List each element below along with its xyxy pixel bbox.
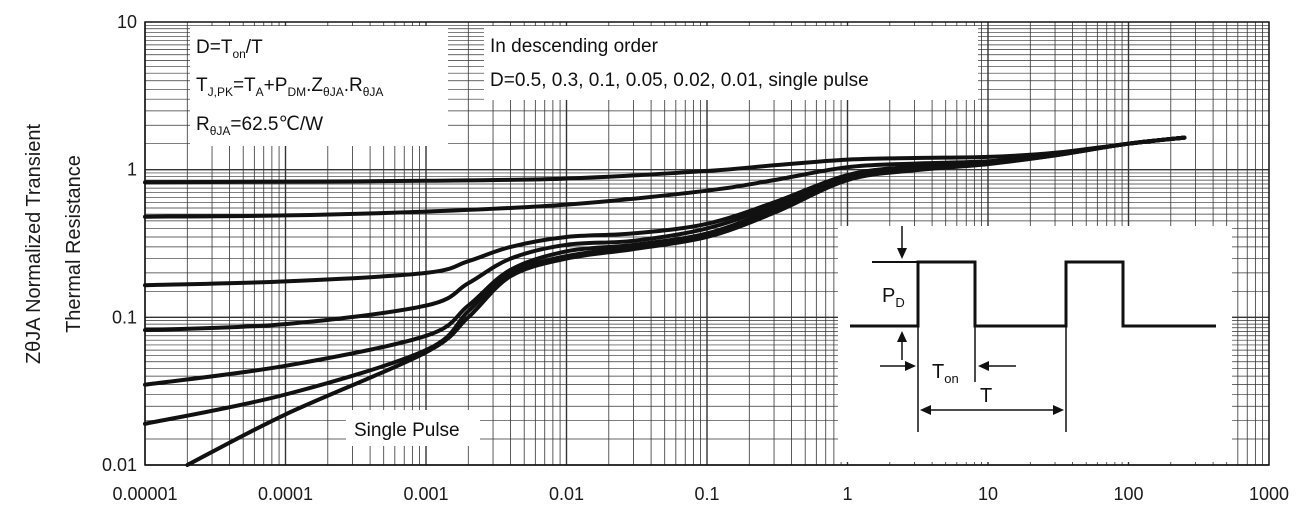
x-tick-label: 0.01 [549, 484, 584, 504]
x-tick-label: 0.0001 [258, 484, 313, 504]
single-pulse-label: Single Pulse [354, 420, 460, 441]
period-label: T [980, 385, 992, 407]
tick-labels: 0.00001 0.0001 0.001 0.01 0.1 1 10 100 1000 0.01 0… [102, 12, 1289, 504]
pd-arrowhead-down [897, 248, 907, 259]
pd-label: PD [882, 285, 905, 310]
curves [143, 135, 1187, 467]
ton-label: Ton [932, 361, 959, 386]
y-tick-label: 0.1 [112, 307, 137, 327]
duty-cycle-formula: D=Ton/T [196, 37, 263, 61]
annotation-box-formulas: D=Ton/T TJ,PK=TA+PDM.ZθJA.RθJA RθJA=62.5… [190, 26, 448, 146]
x-tick-label: 1 [842, 484, 852, 504]
x-tick-label: 0.001 [403, 484, 448, 504]
plot-frame [144, 21, 1270, 466]
period-arrowhead-left [920, 405, 931, 415]
thermal-resistance-value: RθJA=62.5℃/W [196, 114, 323, 138]
curve-single-pulse [185, 135, 1187, 467]
y-axis-label-line2: Thermal Resistance [63, 155, 85, 333]
x-tick-label: 1000 [1249, 484, 1289, 504]
single-pulse-label-bg [346, 410, 480, 446]
y-tick-label: 0.01 [102, 455, 137, 475]
duty-cycle-list: D=0.5, 0.3, 0.1, 0.05, 0.02, 0.01, singl… [490, 70, 869, 91]
inset-background [838, 226, 1232, 462]
period-arrowhead-right [1053, 405, 1064, 415]
ton-arrowhead-right [978, 361, 989, 371]
x-tick-label: 0.00001 [112, 484, 177, 504]
annotation-box-formulas-bg [190, 26, 448, 146]
pd-arrowhead-up [897, 331, 907, 342]
annotation-box-order-bg [484, 26, 978, 100]
ton-arrowhead-left [905, 361, 916, 371]
x-tick-label: 100 [1113, 484, 1143, 504]
x-tick-label: 0.1 [694, 484, 719, 504]
y-tick-label: 1 [127, 160, 137, 180]
pulse-waveform [850, 260, 1216, 328]
pulse-waveform-inset: PD Ton T [838, 226, 1232, 462]
y-tick-label: 10 [117, 12, 137, 32]
annotation-box-order: In descending order D=0.5, 0.3, 0.1, 0.0… [484, 26, 978, 100]
junction-temp-formula: TJ,PK=TA+PDM.ZθJA.RθJA [196, 75, 383, 99]
descending-order-label: In descending order [490, 36, 659, 57]
x-tick-label: 10 [978, 484, 998, 504]
y-axis-label-line1: ZθJA Normalized Transient [23, 124, 45, 365]
